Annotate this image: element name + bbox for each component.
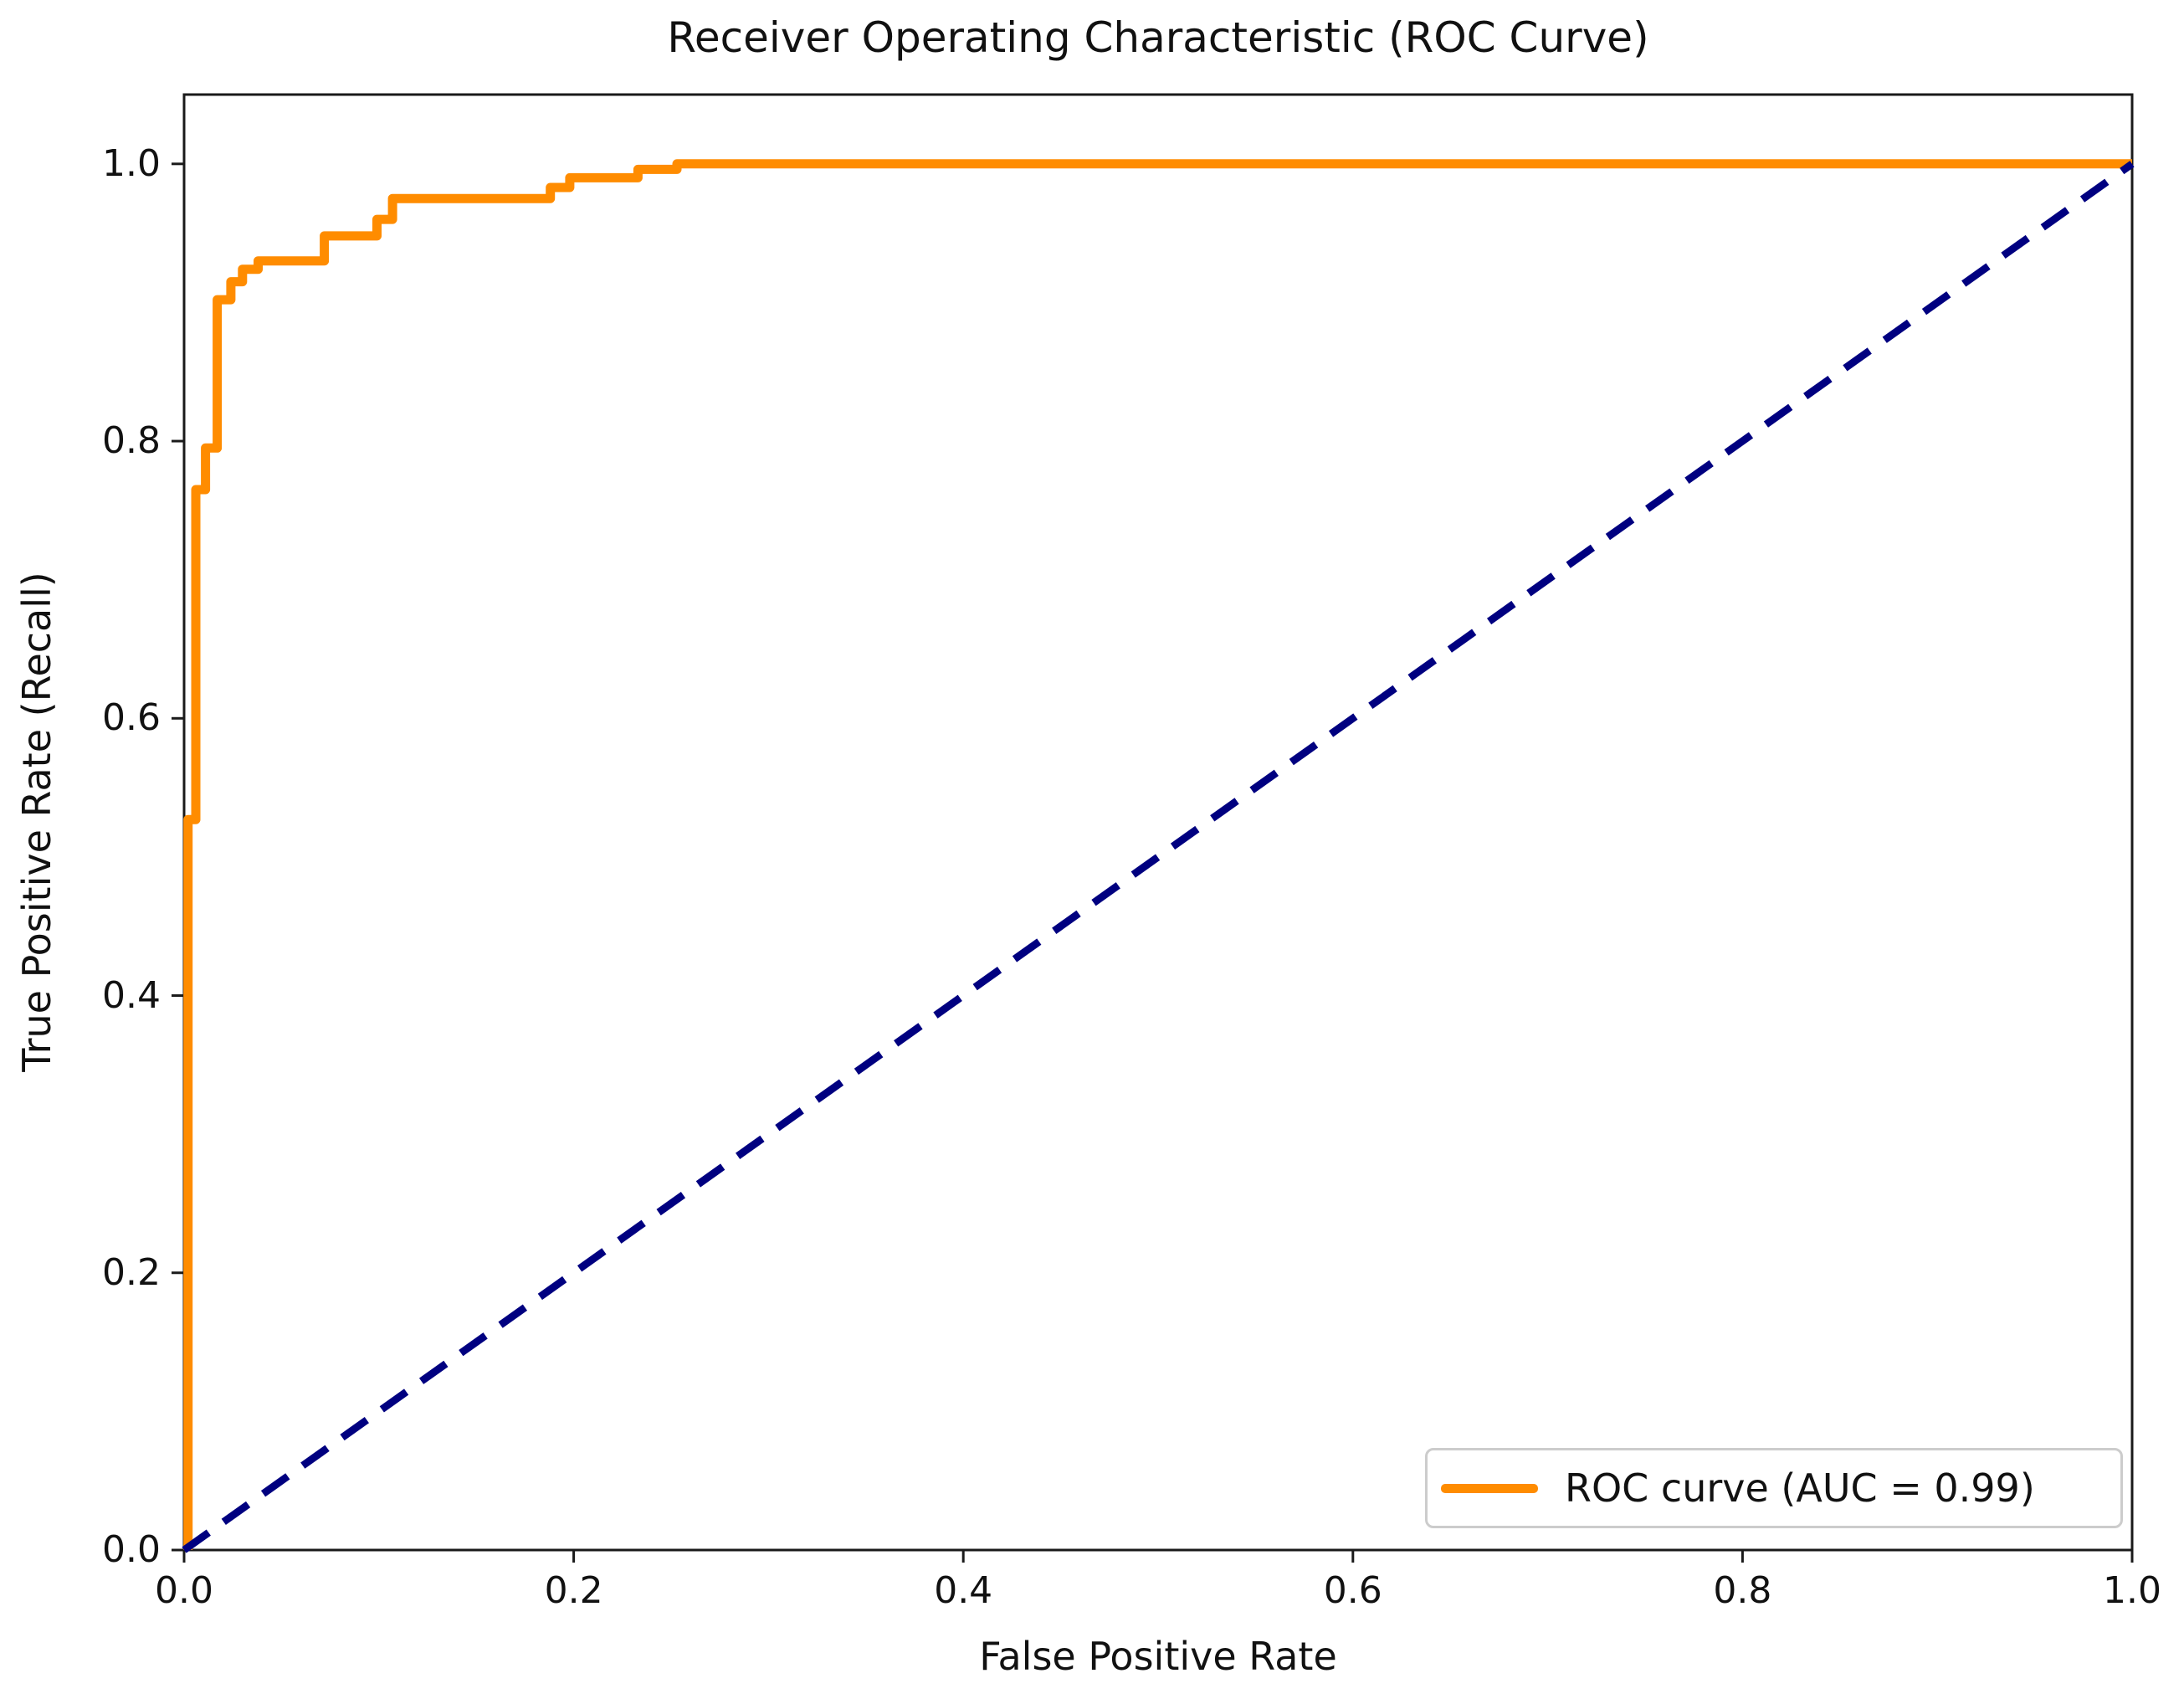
- legend: ROC curve (AUC = 0.99): [1425, 1448, 2123, 1528]
- y-tick-label: 1.0: [102, 141, 161, 185]
- roc-curve-line: [183, 159, 2132, 1550]
- x-tick-label: 0.0: [155, 1569, 213, 1612]
- x-tick-label: 0.2: [544, 1569, 603, 1612]
- legend-label: ROC curve (AUC = 0.99): [1565, 1465, 2035, 1511]
- x-axis-label: False Positive Rate: [979, 1634, 1337, 1679]
- axes-frame: [182, 93, 2134, 1552]
- x-tick-label: 0.6: [1323, 1569, 1382, 1612]
- x-tick-label: 0.4: [934, 1569, 993, 1612]
- chance-diagonal-line: [182, 161, 2135, 1553]
- chart-title: Receiver Operating Characteristic (ROC C…: [667, 13, 1649, 62]
- y-tick-label: 0.6: [102, 696, 161, 740]
- roc-curve-legend-swatch: [1441, 1483, 1538, 1493]
- y-tick-label: 0.4: [102, 973, 161, 1017]
- y-tick-label: 0.2: [102, 1250, 161, 1294]
- y-tick-label: 0.0: [102, 1528, 161, 1571]
- x-tick-label: 0.8: [1713, 1569, 1772, 1612]
- y-tick-label: 0.8: [102, 419, 161, 463]
- x-tick-label: 1.0: [2103, 1569, 2161, 1612]
